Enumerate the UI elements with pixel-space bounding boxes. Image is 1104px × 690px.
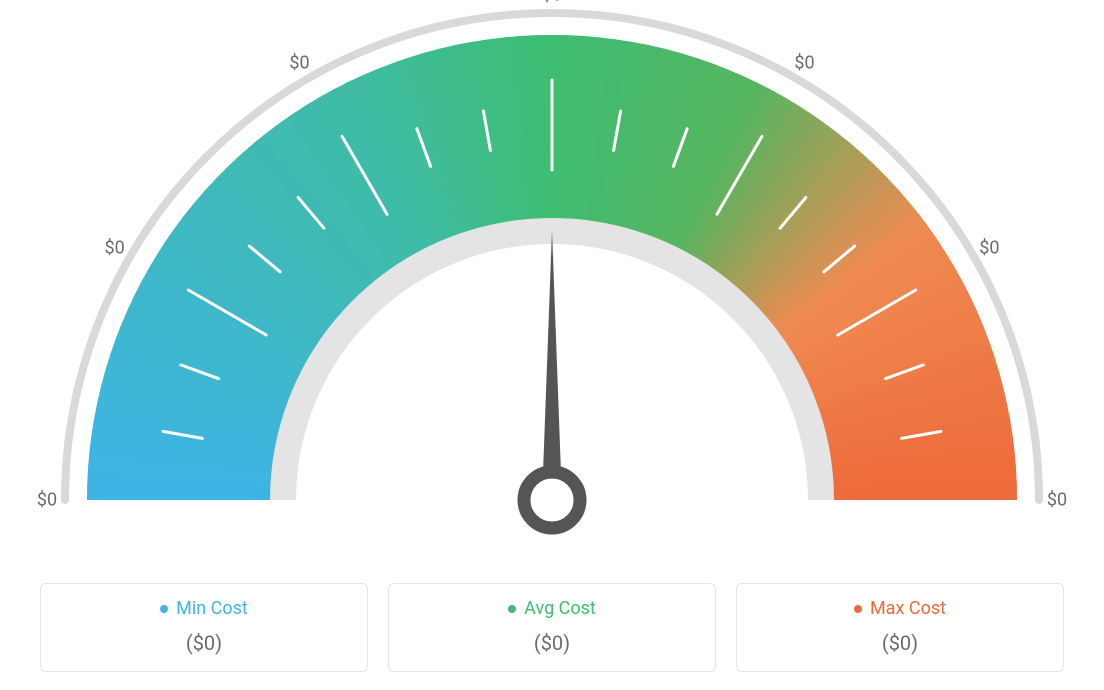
legend-card-avg: Avg Cost ($0) [388, 583, 716, 673]
legend-dot-min [160, 605, 168, 613]
gauge-tick-label: $0 [289, 52, 309, 73]
gauge-chart: $0 $0 $0 $0 $0 $0 $0 [0, 0, 1104, 560]
gauge-tick-label: $0 [1047, 490, 1067, 511]
legend-title-avg: Avg Cost [508, 598, 596, 619]
legend-value-min: ($0) [51, 631, 357, 655]
gauge-tick-label: $0 [794, 52, 814, 73]
legend-value-max: ($0) [747, 631, 1053, 655]
gauge-tick-label: $0 [105, 237, 125, 258]
legend-value-avg: ($0) [399, 631, 705, 655]
legend-dot-avg [508, 605, 516, 613]
legend-card-max: Max Cost ($0) [736, 583, 1064, 673]
legend-row: Min Cost ($0) Avg Cost ($0) Max Cost ($0… [40, 583, 1064, 673]
gauge-tick-label: $0 [542, 0, 562, 6]
legend-title-min: Min Cost [160, 598, 248, 619]
gauge-svg [0, 0, 1104, 560]
legend-label-max: Max Cost [870, 598, 946, 619]
legend-dot-max [854, 605, 862, 613]
legend-label-avg: Avg Cost [524, 598, 596, 619]
gauge-tick-label: $0 [37, 490, 57, 511]
legend-label-min: Min Cost [176, 598, 248, 619]
legend-title-max: Max Cost [854, 598, 946, 619]
cost-gauge-widget: $0 $0 $0 $0 $0 $0 $0 Min Cost ($0) Avg Cost ($… [0, 0, 1104, 690]
legend-card-min: Min Cost ($0) [40, 583, 368, 673]
gauge-tick-label: $0 [979, 237, 999, 258]
